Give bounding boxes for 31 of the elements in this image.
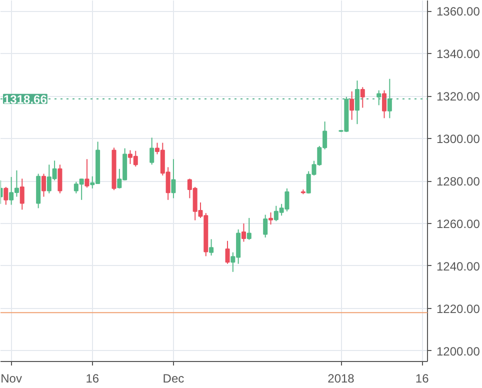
y-tick-label: 1240.00 — [436, 259, 480, 274]
candlestick — [20, 178, 24, 210]
candlestick — [58, 164, 62, 194]
candlestick — [84, 158, 90, 188]
candlestick — [350, 90, 354, 120]
candlestick — [268, 212, 274, 226]
candlestick — [263, 214, 268, 238]
y-tick-label: 1300.00 — [436, 132, 480, 146]
x-tick-label: 16 — [415, 372, 430, 386]
y-tick-label: 1340.00 — [436, 47, 480, 62]
candlestick — [209, 238, 214, 256]
y-tick-label: 1280.00 — [436, 174, 480, 188]
candlestick — [171, 158, 176, 199]
y-tick-label: 1200.00 — [436, 344, 480, 358]
x-tick-label: Dec — [162, 372, 184, 386]
x-tick-label: Nov — [0, 372, 22, 386]
candlestick — [4, 186, 8, 206]
y-tick-label: 1320.00 — [436, 90, 480, 104]
candlestick — [382, 90, 387, 119]
y-tick-label: 1260.00 — [436, 216, 480, 231]
x-tick-label: 16 — [86, 372, 100, 386]
ref-line-label: 1318.66 — [4, 92, 48, 106]
x-tick-label: 2018 — [328, 372, 355, 386]
candlestick — [150, 137, 154, 166]
candlestick — [360, 86, 365, 108]
candlestick — [246, 217, 252, 240]
candlestick — [241, 222, 246, 242]
candlestick — [225, 240, 230, 264]
y-tick-label: 1220.00 — [436, 302, 480, 316]
candlestick — [41, 173, 46, 198]
y-tick-label: 1360.00 — [436, 4, 480, 19]
